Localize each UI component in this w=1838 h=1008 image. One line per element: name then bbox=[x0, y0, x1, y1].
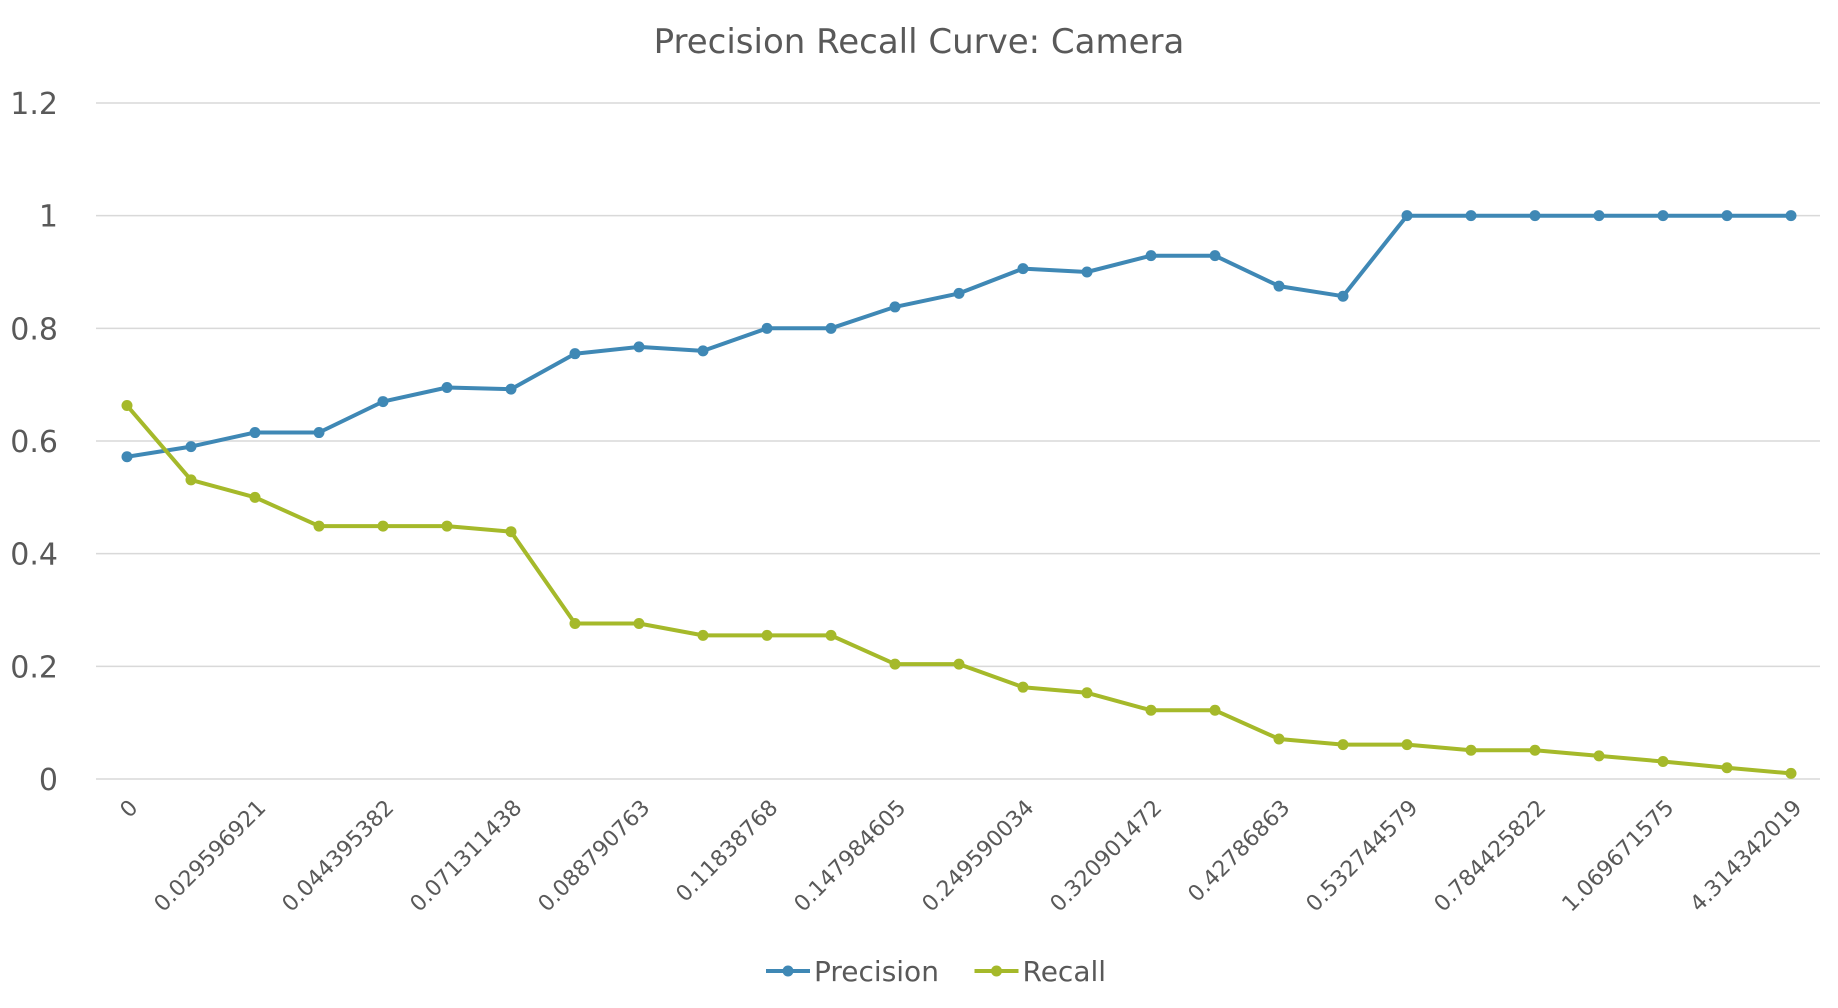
precision-data-point bbox=[1081, 266, 1093, 278]
recall-data-point bbox=[377, 520, 389, 532]
recall-data-point bbox=[569, 618, 581, 630]
recall-data-point bbox=[441, 520, 453, 532]
precision-data-point bbox=[1529, 210, 1541, 222]
precision-data-point bbox=[1337, 290, 1349, 302]
x-tick-label: 0.088790763 bbox=[534, 796, 656, 918]
x-tick-label: 0.42786863 bbox=[1184, 796, 1296, 908]
recall-data-point bbox=[697, 629, 709, 641]
y-tick-label: 0.2 bbox=[10, 650, 58, 685]
x-tick-label: 0.11838768 bbox=[672, 796, 784, 908]
legend-precision-label: Precision bbox=[814, 955, 939, 988]
recall-data-point bbox=[505, 526, 517, 538]
recall-series-line bbox=[125, 404, 1792, 776]
recall-data-point bbox=[1081, 687, 1093, 699]
y-tick-label: 0.6 bbox=[10, 425, 58, 460]
precision-data-point bbox=[313, 427, 325, 439]
precision-data-point bbox=[185, 441, 197, 453]
x-tick-label: 1.069671575 bbox=[1558, 796, 1680, 918]
recall-data-point bbox=[313, 520, 325, 532]
x-tick-label: 0.532744579 bbox=[1302, 796, 1424, 918]
precision-data-point bbox=[1145, 250, 1157, 262]
recall-data-point bbox=[889, 658, 901, 670]
precision-data-point bbox=[825, 322, 837, 334]
recall-data-point bbox=[1337, 739, 1349, 751]
recall-data-point bbox=[1465, 744, 1477, 756]
precision-data-point bbox=[1465, 210, 1477, 222]
precision-data-point bbox=[1273, 280, 1285, 292]
recall-data-point bbox=[1657, 756, 1669, 768]
precision-data-point bbox=[761, 322, 773, 334]
recall-data-point bbox=[1785, 767, 1797, 779]
legend-recall-marker bbox=[991, 965, 1002, 977]
recall-data-point bbox=[1145, 704, 1157, 716]
precision-data-point bbox=[1657, 210, 1669, 222]
precision-data-point bbox=[1593, 210, 1605, 222]
y-tick-label: 1 bbox=[39, 200, 58, 235]
recall-data-point bbox=[1209, 704, 1221, 716]
x-tick-label: 0.784425822 bbox=[1430, 796, 1552, 918]
x-tick-label: 0.044395382 bbox=[278, 796, 400, 918]
recall-data-point bbox=[1593, 750, 1605, 762]
recall-data-point bbox=[249, 491, 261, 503]
precision-data-point bbox=[1209, 250, 1221, 262]
precision-data-point bbox=[1785, 210, 1797, 222]
precision-data-point bbox=[1401, 210, 1413, 222]
recall-data-point bbox=[1273, 733, 1285, 745]
recall-data-point bbox=[121, 400, 133, 412]
recall-data-point bbox=[633, 618, 645, 630]
x-tick-label: 0.029596921 bbox=[150, 796, 272, 918]
precision-data-point bbox=[633, 341, 645, 353]
precision-data-point bbox=[697, 345, 709, 357]
precision-data-point bbox=[569, 348, 581, 360]
y-tick-label: 0.4 bbox=[10, 538, 58, 573]
y-tick-label: 0.8 bbox=[10, 312, 58, 347]
precision-series-line bbox=[126, 213, 1791, 459]
precision-data-point bbox=[505, 383, 517, 395]
recall-data-point bbox=[1017, 681, 1029, 693]
x-tick-label: 0.147984605 bbox=[790, 796, 912, 918]
recall-data-point bbox=[825, 629, 837, 641]
recall-data-point bbox=[185, 474, 197, 486]
precision-data-point bbox=[953, 287, 965, 299]
precision-data-point bbox=[1017, 263, 1029, 275]
x-tick-label: 0 bbox=[116, 796, 144, 824]
x-tick-label: 0.071311438 bbox=[406, 796, 528, 918]
legend-precision-marker bbox=[782, 965, 794, 977]
recall-data-point bbox=[1401, 739, 1413, 751]
recall-data-point bbox=[761, 629, 773, 641]
chart-title: Precision Recall Curve: Camera bbox=[653, 22, 1185, 62]
y-tick-label: 0 bbox=[39, 763, 58, 798]
precision-data-point bbox=[121, 451, 133, 463]
x-tick-label: 0.249590034 bbox=[918, 796, 1040, 918]
recall-data-point bbox=[953, 658, 965, 670]
precision-data-point bbox=[441, 381, 453, 393]
y-tick-label: 1.2 bbox=[10, 87, 58, 122]
legend-recall-label: Recall bbox=[1023, 955, 1107, 988]
precision-data-point bbox=[1721, 210, 1733, 222]
recall-data-point bbox=[1529, 744, 1541, 756]
x-tick-label: 4.314342019 bbox=[1686, 796, 1808, 918]
precision-data-point bbox=[249, 427, 261, 439]
recall-data-point bbox=[1721, 762, 1733, 774]
precision-data-point bbox=[377, 396, 389, 408]
x-tick-label: 0.320901472 bbox=[1046, 796, 1168, 918]
precision-data-point bbox=[889, 301, 901, 313]
